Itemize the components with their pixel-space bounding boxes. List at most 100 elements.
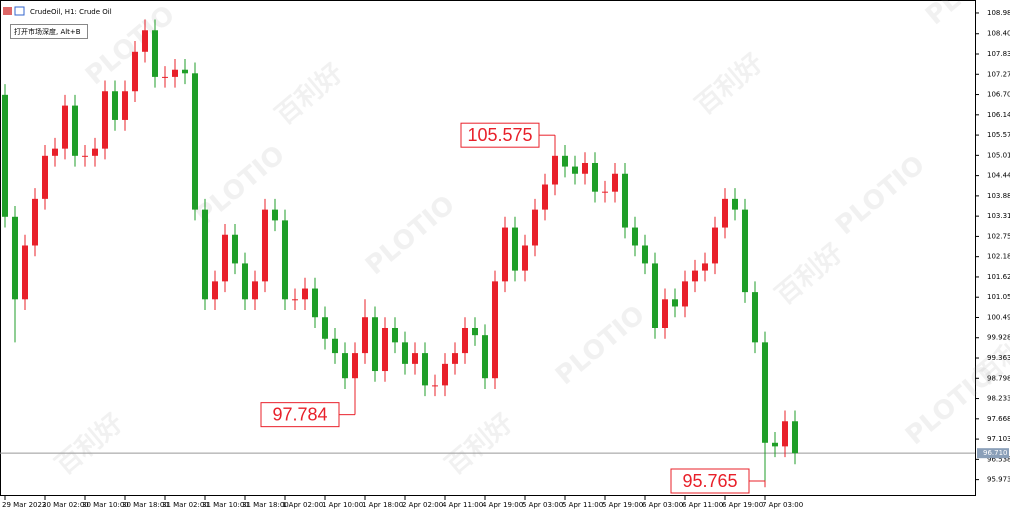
y-tick-label: 98.233 [987,395,1010,403]
x-tick-label: 30 Mar 10:00 [82,501,129,509]
candle-body [292,299,298,301]
candle-body [592,162,598,192]
candle-body [252,281,258,300]
x-tick-label: 29 Mar 2022 [2,501,46,509]
candle-body [412,353,418,364]
candle-body [52,148,58,156]
candle-body [712,227,718,264]
y-tick-label: 97.668 [987,415,1010,423]
candle-body [152,30,158,77]
x-tick-label: 30 Mar 18:00 [122,501,169,509]
y-tick-label: 102.188 [987,253,1010,261]
candle-body [692,270,698,282]
x-tick-label: 5 Apr 11:00 [562,501,603,509]
plot-frame [0,0,976,496]
x-tick-label: 31 Mar 18:00 [242,501,289,509]
candle-body [662,299,668,328]
candle-body [322,317,328,339]
x-tick-label: 31 Mar 02:00 [162,501,209,509]
y-tick-label: 96.538 [987,455,1010,463]
watermark: PLOTIO [830,150,931,241]
x-tick-label: 2 Apr 02:00 [402,501,443,509]
x-tick-label: 4 Apr 11:00 [442,501,483,509]
candle-body [482,335,488,379]
candle-body [122,91,128,120]
candle-body [72,105,78,156]
candle-body [702,263,708,271]
candle-body [182,69,188,74]
watermark: 百利好 [440,408,519,481]
y-tick-label: 99.363 [987,354,1010,362]
y-tick-label: 101.623 [987,273,1010,281]
candle-body [602,191,608,193]
candle-body [312,288,318,318]
watermark: 百利好 [270,58,349,131]
candle-body [192,73,198,210]
y-tick-label: 106.143 [987,111,1010,119]
x-tick-label: 1 Apr 18:00 [362,501,403,509]
x-tick-label: 5 Apr 03:00 [522,501,563,509]
annotation-box [460,122,540,148]
y-tick-label: 105.578 [987,131,1010,139]
candle-body [82,155,88,157]
watermark: PLOTIO [360,190,461,281]
candle-body [492,281,498,379]
y-tick-label: 99.928 [987,334,1010,342]
candle-body [332,338,338,354]
x-tick-label: 6 Apr 03:00 [642,501,683,509]
candle-body [462,327,468,354]
candle-body [672,299,678,307]
candle-body [512,227,518,271]
candle-body [442,363,448,386]
candle-body [2,94,8,217]
y-tick-label: 107.838 [987,50,1010,58]
x-tick-label: 1 Apr 10:00 [322,501,363,509]
candle-body [172,69,178,77]
candle-body [362,317,368,354]
watermark: 百利好 [770,238,849,311]
annotation-box [260,402,340,428]
y-tick-label: 107.273 [987,70,1010,78]
candle-body [12,216,18,300]
candle-body [782,421,788,447]
candle-body [472,327,478,336]
candle-body [502,227,508,282]
candle-body [132,51,138,92]
tooltip: 打开市场深度, Alt+B [14,27,81,36]
watermark: PLOTIO [550,300,651,391]
y-tick-label: 100.493 [987,313,1010,321]
candle-body [62,105,68,149]
candle-body [202,209,208,300]
candle-body [222,234,228,282]
y-tick-label: 105.013 [987,151,1010,159]
candle-body [432,385,438,387]
annotation: 105.575 [467,125,532,145]
y-tick-label: 106.708 [987,91,1010,99]
candle-body [612,173,618,192]
candle-body [552,155,558,185]
candle-body [752,292,758,343]
y-tick-label: 98.798 [987,374,1010,382]
last-price-label: 96.710 [983,449,1008,457]
candle-body [22,245,28,300]
annotation-connector [749,480,766,488]
annotation-box [670,468,750,494]
candle-body [382,327,388,372]
x-tick-label: 5 Apr 19:00 [602,501,643,509]
candle-body [142,30,148,52]
candle-body [282,220,288,300]
candle-body [372,317,378,372]
candle-body [402,342,408,364]
y-tick-label: 95.973 [987,476,1010,484]
x-tick-label: 4 Apr 19:00 [482,501,523,509]
x-tick-label: 1 Apr 02:00 [282,501,323,509]
candle-body [352,353,358,379]
candle-body [102,91,108,149]
candle-body [742,209,748,293]
y-tick-label: 103.318 [987,212,1010,220]
candle-body [632,227,638,246]
y-tick-label: 102.753 [987,232,1010,240]
watermark: 百利好 [690,48,769,121]
candle-body [302,288,308,300]
